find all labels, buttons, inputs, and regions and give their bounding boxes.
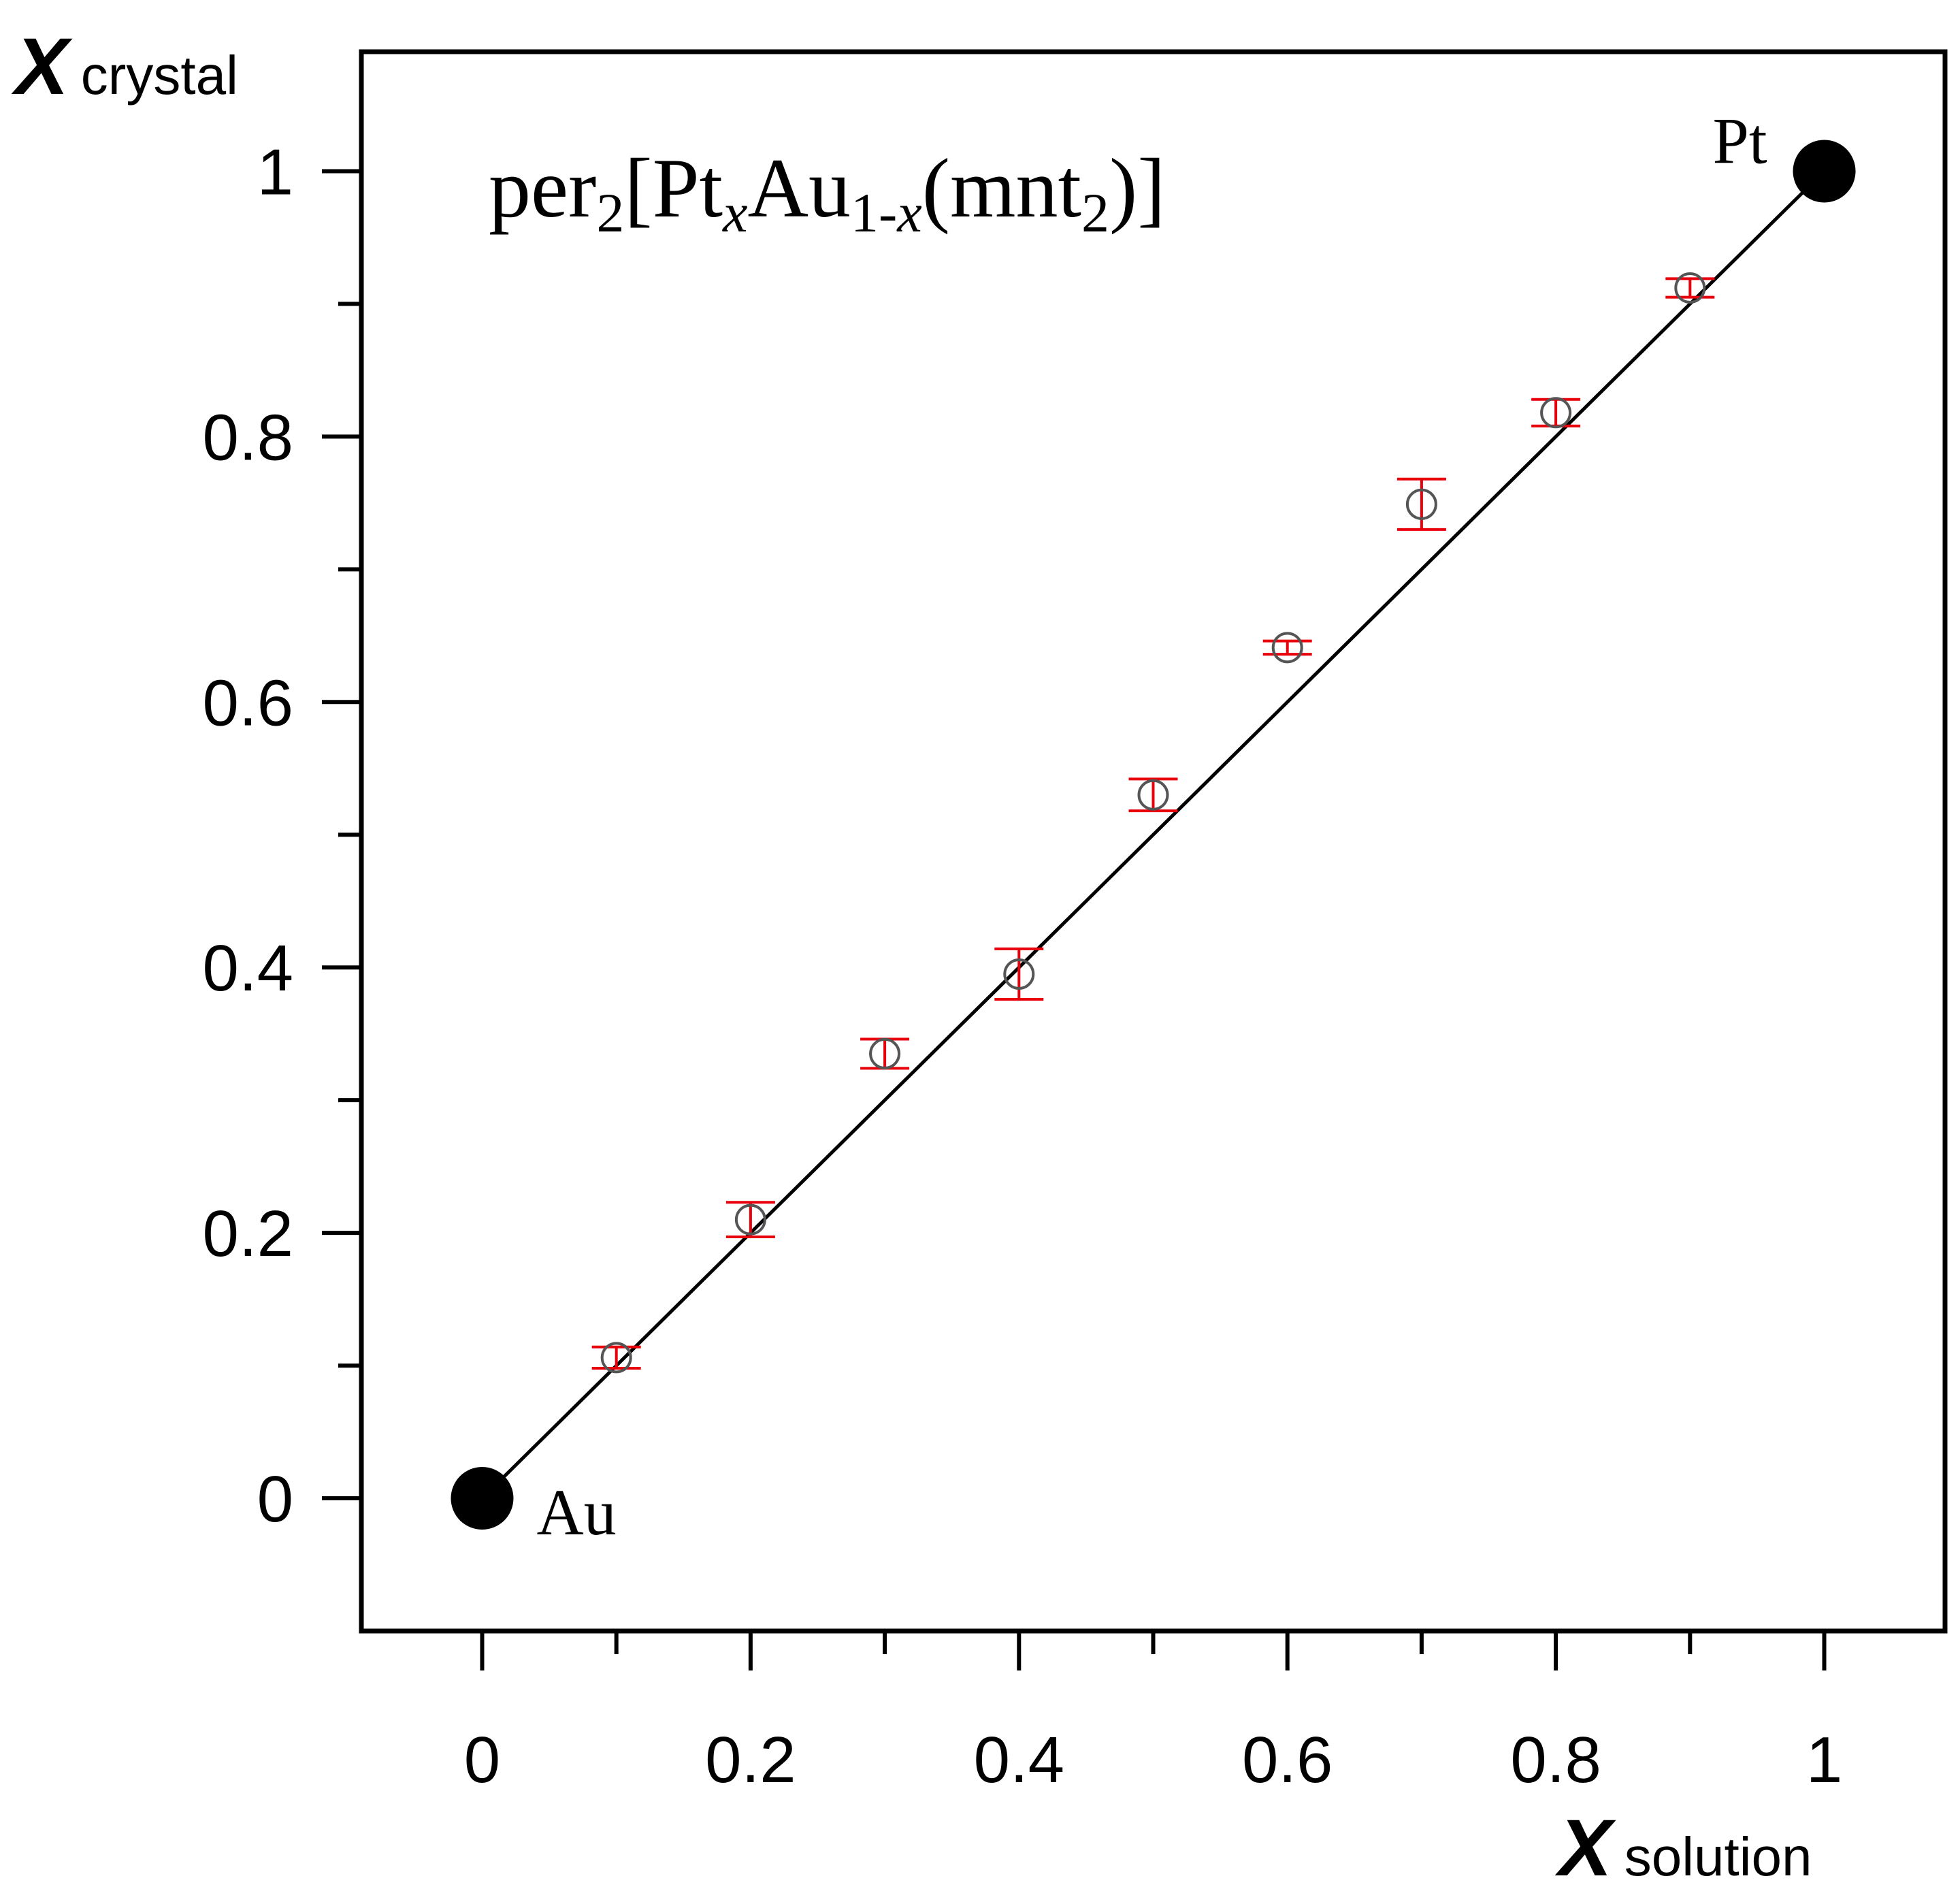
endpoint-marker: [451, 1467, 514, 1530]
title-au-subscript: 1-: [851, 182, 897, 244]
x-tick-label: 1: [1806, 1724, 1842, 1796]
data-point-marker: [1137, 779, 1169, 811]
data-point-marker: [600, 1342, 632, 1374]
data-point: [591, 1342, 641, 1374]
endpoint-label: Au: [536, 1476, 616, 1549]
y-tick-label: 0.6: [203, 666, 293, 739]
y-tick-label: 0.8: [203, 401, 293, 474]
data-point: [725, 1201, 775, 1238]
data-point: [1531, 397, 1581, 429]
x-tick-label: 0.2: [705, 1724, 796, 1796]
data-point-marker: [734, 1204, 766, 1236]
title-mid: Au: [747, 142, 851, 235]
data-point: [1262, 632, 1312, 664]
x-axis-symbol: X: [1554, 1803, 1616, 1889]
data-point-marker: [1271, 632, 1303, 664]
endpoint-label: Pt: [1712, 104, 1767, 177]
title-prefix: per: [489, 142, 596, 235]
data-point: [860, 1037, 910, 1070]
data-point: [994, 947, 1044, 1001]
data-point-marker: [1674, 272, 1706, 304]
title-mnt: (mnt: [922, 142, 1081, 235]
x-axis-subscript: solution: [1624, 1826, 1812, 1887]
data-point: [1396, 477, 1446, 531]
x-tick-label: 0.6: [1242, 1724, 1333, 1796]
endpoint-marker: [1793, 140, 1856, 203]
title-close: )]: [1109, 142, 1166, 235]
data-point: [1128, 777, 1178, 813]
y-tick-label: 0: [257, 1463, 293, 1536]
x-tick-label: 0.8: [1510, 1724, 1601, 1796]
chart-title: per2[PtxAu1-x(mnt2)]: [489, 142, 1166, 244]
title-au-subscript-var: x: [896, 182, 921, 244]
endpoint-markers: Au Pt: [451, 104, 1856, 1549]
reference-line: [480, 169, 1826, 1500]
y-tick-label: 0.2: [203, 1197, 293, 1270]
data-point-marker: [1405, 488, 1437, 520]
data-point: [1665, 272, 1715, 304]
title-mnt-subscript: 2: [1081, 182, 1109, 244]
y-tick-label: 0.4: [203, 932, 293, 1005]
data-point-marker: [869, 1037, 901, 1069]
data-points: [591, 272, 1715, 1374]
x-tick-label: 0.4: [974, 1724, 1064, 1796]
title-prefix-subscript: 2: [596, 182, 624, 244]
title-open: [Pt: [624, 142, 723, 235]
data-point-marker: [1003, 958, 1035, 990]
y-axis-ticks: 0 0.2 0.4 0.6 0.8 1: [203, 135, 361, 1536]
x-tick-label: 0: [464, 1724, 500, 1796]
title-pt-subscript: x: [722, 182, 747, 244]
y-tick-label: 1: [257, 135, 293, 208]
y-axis-symbol: X: [11, 22, 73, 112]
y-axis-subscript: crystal: [81, 45, 238, 106]
data-point-marker: [1540, 397, 1572, 429]
x-axis-ticks: 0 0.2 0.4 0.6 0.8 1: [464, 1631, 1842, 1796]
